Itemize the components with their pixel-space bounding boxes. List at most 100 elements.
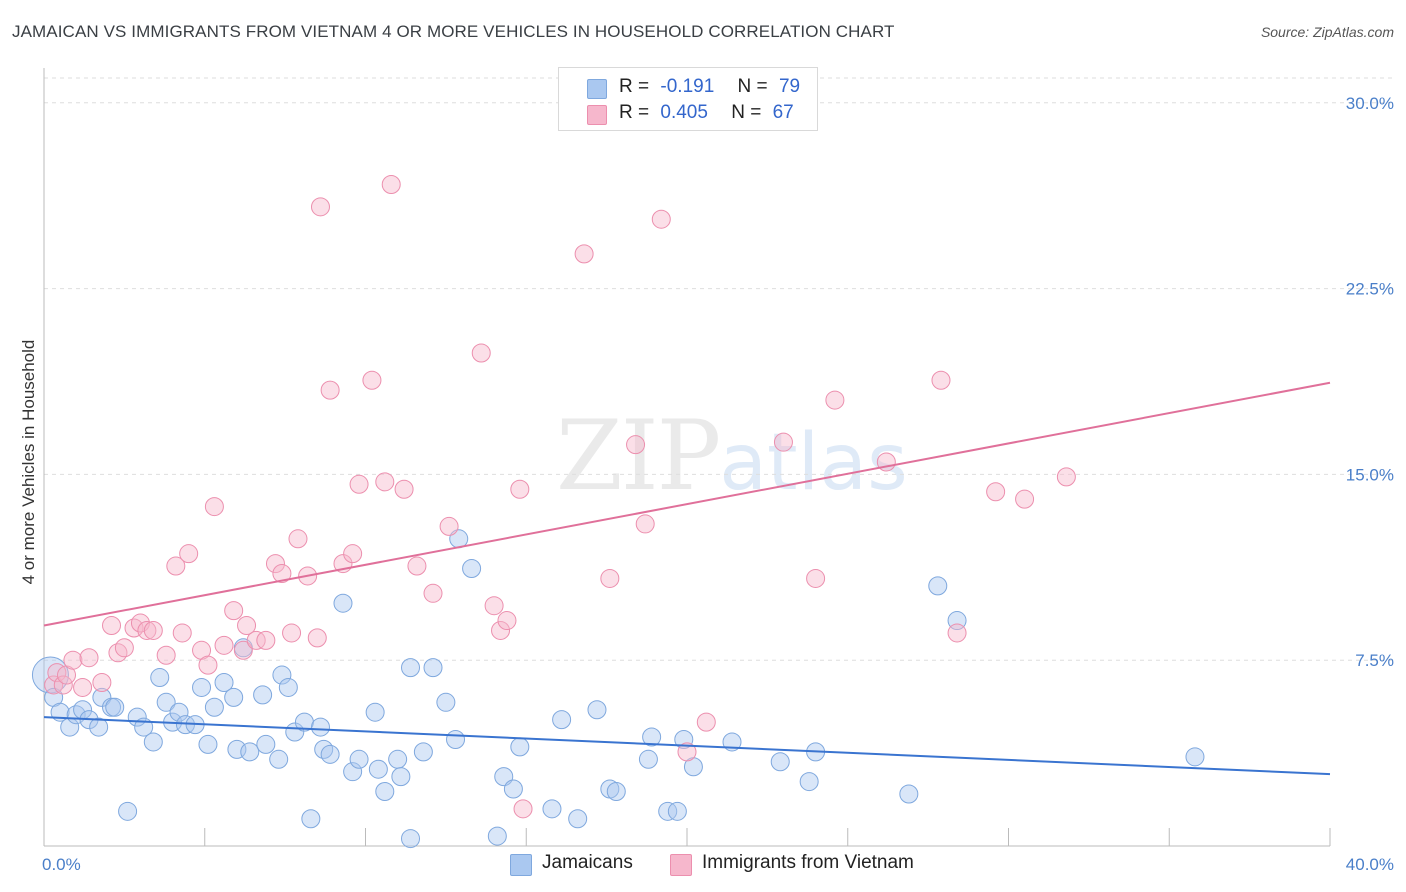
point-jamaicans <box>301 809 321 829</box>
point-vietnam <box>497 611 517 631</box>
point-vietnam <box>947 623 967 643</box>
legend-n-label: N = <box>731 102 762 123</box>
bottom-legend-label-vietnam: Immigrants from Vietnam <box>702 852 914 873</box>
legend-r-value: 0.405 <box>660 102 708 123</box>
legend-n-value: 67 <box>772 102 794 123</box>
point-vietnam <box>513 799 533 819</box>
point-vietnam <box>108 643 128 663</box>
point-jamaicans <box>401 658 421 678</box>
point-jamaicans <box>423 658 443 678</box>
point-jamaicans <box>510 737 530 757</box>
legend-swatch-jamaicans <box>587 79 607 99</box>
point-vietnam <box>63 650 83 670</box>
x-tick-label-max: 40.0% <box>1346 855 1394 874</box>
legend-r-label: R = <box>619 102 650 123</box>
point-vietnam <box>256 630 276 650</box>
point-jamaicans <box>169 702 189 722</box>
point-jamaicans <box>642 727 662 747</box>
watermark: ZIPatlas <box>556 400 908 512</box>
point-jamaicans <box>224 687 244 707</box>
point-vietnam <box>600 568 620 588</box>
legend-r-value: -0.191 <box>660 76 715 97</box>
point-jamaicans <box>143 732 163 752</box>
point-jamaicans <box>391 767 411 787</box>
point-vietnam <box>1056 467 1076 487</box>
point-jamaicans <box>638 749 658 769</box>
point-vietnam <box>79 648 99 668</box>
point-jamaicans <box>343 762 363 782</box>
point-vietnam <box>471 343 491 363</box>
y-tick-label: 30.0% <box>1346 94 1394 113</box>
point-jamaicans <box>1185 747 1205 767</box>
point-jamaicans <box>333 593 353 613</box>
point-vietnam <box>272 563 292 583</box>
point-vietnam <box>491 620 511 640</box>
point-jamaicans <box>542 799 562 819</box>
point-jamaicans <box>150 668 170 688</box>
point-vietnam <box>265 554 285 574</box>
source-label: Source: ZipAtlas.com <box>1260 24 1394 40</box>
point-vietnam <box>574 244 594 264</box>
point-vietnam <box>102 616 122 636</box>
point-jamaicans <box>156 692 176 712</box>
point-vietnam <box>375 472 395 492</box>
point-jamaicans <box>413 742 433 762</box>
point-vietnam <box>307 628 327 648</box>
point-vietnam <box>381 175 401 195</box>
point-vietnam <box>237 616 257 636</box>
tick-labels: 7.5% 15.0% 22.5% 30.0% 0.0% 40.0% 4 or more Ve… <box>19 94 1394 874</box>
point-vietnam <box>407 556 427 576</box>
point-jamaicans <box>310 717 330 737</box>
point-vietnam <box>282 623 302 643</box>
point-jamaicans <box>118 801 138 821</box>
point-vietnam <box>288 529 308 549</box>
point-jamaicans <box>928 576 948 596</box>
point-jamaicans <box>365 702 385 722</box>
point-vietnam <box>635 514 655 534</box>
point-jamaicans <box>256 734 276 754</box>
point-vietnam <box>233 640 253 660</box>
bottom-legend-swatch-jamaicans <box>510 854 532 876</box>
point-jamaicans <box>568 809 588 829</box>
grid-lines <box>44 77 1392 661</box>
point-vietnam <box>651 209 671 229</box>
point-jamaicans <box>192 677 212 697</box>
point-jamaicans <box>462 559 482 579</box>
y-tick-label: 7.5% <box>1355 651 1394 670</box>
point-jamaicans <box>899 784 919 804</box>
point-jamaicans <box>375 781 395 801</box>
point-vietnam <box>224 601 244 621</box>
point-jamaicans <box>269 749 289 769</box>
stats-legend: R = -0.191 N = 79 R = 0.405 N = 67 <box>558 67 818 131</box>
point-jamaicans <box>253 685 273 705</box>
x-tick-label-min: 0.0% <box>42 855 81 874</box>
point-vietnam <box>1015 489 1035 509</box>
y-tick-label: 15.0% <box>1346 465 1394 484</box>
point-jamaicans <box>606 781 626 801</box>
data-points <box>31 175 1205 849</box>
point-jamaicans <box>89 717 109 737</box>
point-jamaicans <box>214 672 234 692</box>
chart-title: JAMAICAN VS IMMIGRANTS FROM VIETNAM 4 OR… <box>12 22 895 41</box>
bottom-legend-swatch-vietnam <box>670 854 692 876</box>
point-vietnam <box>204 497 224 517</box>
point-vietnam <box>825 390 845 410</box>
point-vietnam <box>44 675 64 695</box>
point-vietnam <box>156 645 176 665</box>
point-jamaicans <box>105 697 125 717</box>
point-vietnam <box>92 672 112 692</box>
point-jamaicans <box>552 710 572 730</box>
legend-r-label: R = <box>619 76 650 97</box>
point-jamaicans <box>92 687 112 707</box>
point-vietnam <box>806 568 826 588</box>
point-jamaicans <box>388 749 408 769</box>
bottom-legend-label-jamaicans: Jamaicans <box>542 852 633 873</box>
point-jamaicans <box>799 772 819 792</box>
point-vietnam <box>484 596 504 616</box>
point-jamaicans <box>674 729 694 749</box>
point-jamaicans <box>368 759 388 779</box>
point-vietnam <box>510 479 530 499</box>
point-vietnam <box>362 370 382 390</box>
point-jamaicans <box>198 734 218 754</box>
